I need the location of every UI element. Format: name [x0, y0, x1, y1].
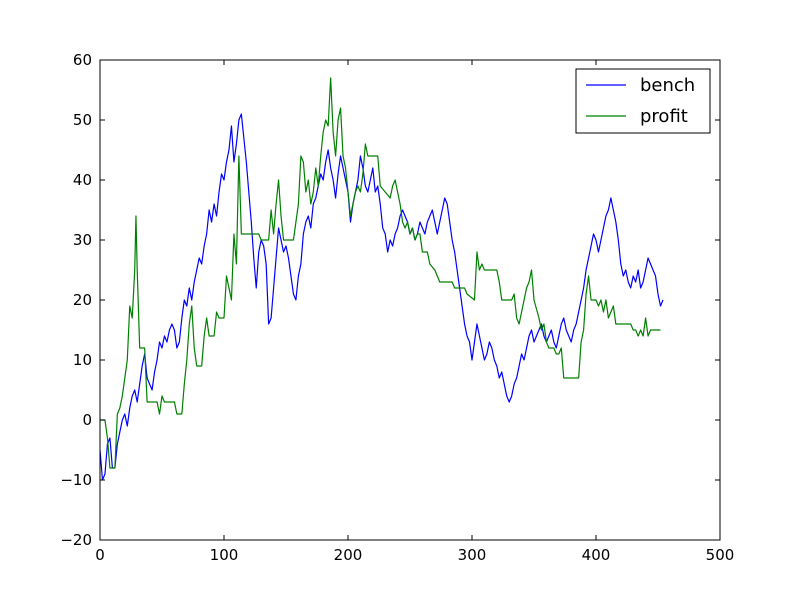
series-line-profit: [100, 77, 661, 469]
y-tick-label: 40: [73, 171, 92, 189]
y-tick-label: 50: [73, 111, 92, 129]
y-tick-label: −20: [60, 531, 92, 549]
y-tick-label: 20: [73, 291, 92, 309]
x-tick-label: 200: [334, 546, 363, 564]
legend-box: [575, 68, 711, 134]
legend-label-profit: profit: [640, 106, 688, 127]
x-tick-label: 300: [458, 546, 487, 564]
y-tick-label: 30: [73, 231, 92, 249]
y-tick-label: 60: [73, 51, 92, 69]
axes: 0 100 200 300 400 500 −20 −10 0 10 20 30 40 50 60: [60, 51, 734, 564]
legend-label-bench: bench: [640, 75, 695, 96]
y-tick-label: −10: [60, 471, 92, 489]
x-tick-label: 100: [210, 546, 239, 564]
x-tick-label: 400: [582, 546, 611, 564]
legend: bench profit: [575, 68, 711, 134]
y-tick-label: 0: [82, 411, 92, 429]
series-line-bench: [100, 113, 664, 481]
y-tick-label: 10: [73, 351, 92, 369]
plot-area: [100, 77, 664, 481]
x-tick-label: 500: [706, 546, 735, 564]
x-tick-label: 0: [95, 546, 105, 564]
